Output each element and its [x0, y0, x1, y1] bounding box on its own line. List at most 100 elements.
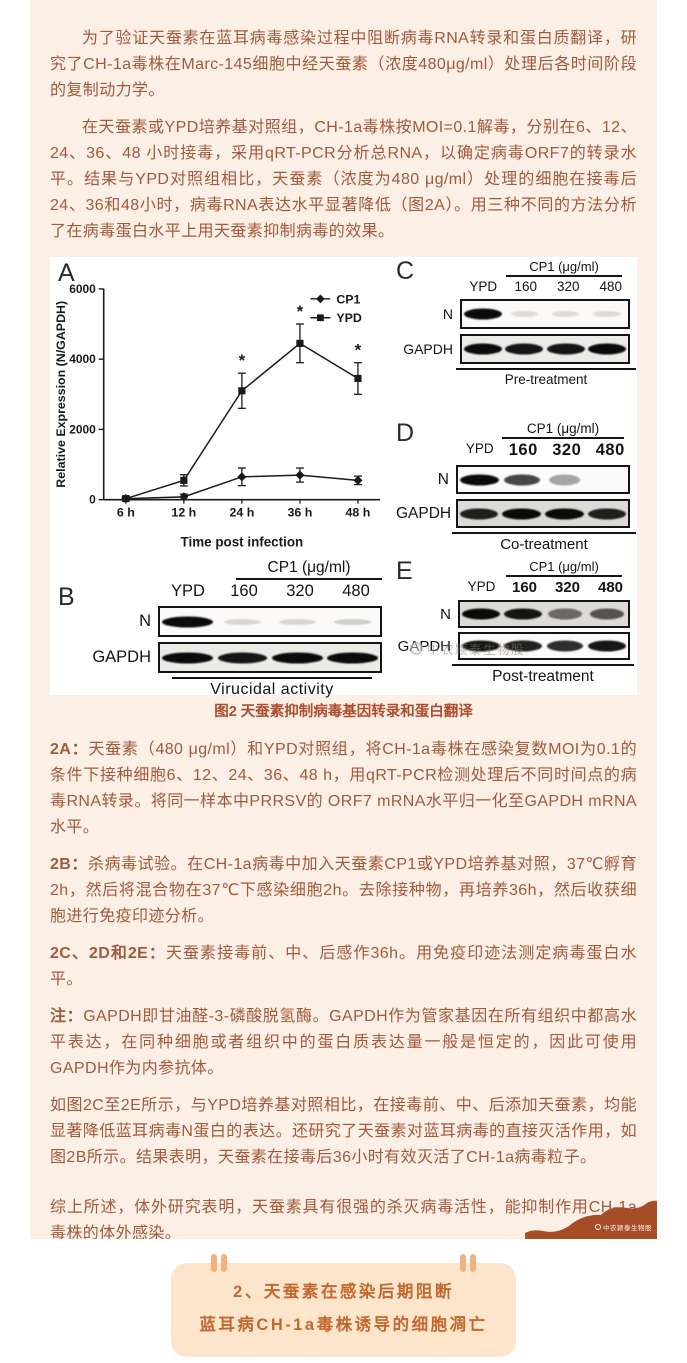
panel-d-n-row: N: [396, 465, 634, 494]
panel-a-chart-svg: 0 2000 4000 6000 6 h 12 h 24 h 36 h 48 h Time pos…: [54, 282, 381, 549]
wave-logo: 中农颖泰生物股: [595, 1222, 652, 1232]
gapdh-blot-strip: [158, 642, 382, 673]
panel-d-cp1-header: CP1 (μg/ml): [502, 421, 624, 439]
paragraph-intro-2: 在天蚕素或YPD培养基对照组，CH-1a毒株按MOI=0.1解毒，分别在6、12…: [50, 119, 637, 240]
blot-band: [327, 652, 378, 663]
panel-e: E CP1 (μg/ml) YPD 160 320 480 N GAPDH: [396, 557, 634, 686]
n-blot-strip: [158, 606, 382, 637]
blot-band: [502, 508, 542, 519]
wave-logo-icon: [595, 1224, 601, 1230]
panel-e-header-row: CP1 (μg/ml): [506, 559, 634, 577]
blot-band: [503, 474, 540, 485]
panel-c: C CP1 (μg/ml) YPD 160 320 480 N GAPDH: [396, 257, 636, 387]
gapdh-blot-strip: [460, 334, 630, 364]
panel-e-cp1-header: CP1 (μg/ml): [506, 559, 622, 577]
panel-b-header-row: CP1 (μg/ml): [236, 559, 392, 580]
svg-text:12 h: 12 h: [171, 506, 196, 520]
blot-band: [461, 608, 501, 620]
wave-logo-text: 中农颖泰生物股: [603, 1225, 652, 1232]
panel-e-n-row: N: [396, 600, 634, 628]
svg-text:6 h: 6 h: [117, 506, 135, 520]
svg-text:36 h: 36 h: [288, 506, 313, 520]
blot-band: [587, 508, 626, 519]
figure-caption: 图2 天蚕素抑制病毒基因转录和蛋白翻译: [214, 704, 473, 720]
panel-b: B CP1 (μg/ml) YPD 160 320 480 N GAPDH: [58, 559, 392, 699]
blot-band: [548, 608, 582, 620]
panel-d-gapdh-row: GAPDH: [396, 499, 634, 528]
row-label-gapdh: GAPDH: [396, 504, 452, 522]
panel-a-label: A: [58, 259, 75, 287]
note-gapdh-lead: 注：: [50, 1008, 84, 1025]
paragraph-intro-1: 为了验证天蚕素在蓝耳病毒感染过程中阻断病毒RNA转录和蛋白质翻译，研究了CH-1…: [50, 30, 637, 99]
panel-b-lane-labels: YPD 160 320 480: [160, 582, 384, 601]
lane-label-ypd: YPD: [467, 579, 496, 594]
panel-b-caption-row: Virucidal activity: [172, 677, 372, 699]
row-label-gapdh: GAPDH: [397, 637, 451, 655]
panel-c-label: C: [396, 257, 415, 285]
panel-a: A 0 2000 4000 6000 6 h 12 h 24 h 36 h 48 h Time p…: [52, 259, 394, 553]
blot-band: [333, 618, 372, 625]
note-2b-lead: 2B：: [50, 856, 88, 873]
panel-c-lane-labels: YPD 160 320 480: [462, 279, 632, 294]
svg-text:*: *: [297, 302, 304, 321]
blot-band: [460, 508, 499, 519]
blot-band: [548, 474, 580, 485]
lane-label-160: 160: [508, 441, 538, 459]
paragraph-conclusion: 综上所述，体外研究表明，天蚕素具有很强的杀灭病毒活性，能抑制作用CH-1a毒株的…: [50, 1199, 637, 1239]
panel-c-caption: Pre-treatment: [456, 368, 636, 387]
panel-e-caption-row: Post-treatment: [452, 664, 634, 686]
banner-title-line2: 蓝耳病CH-1a毒株诱导的细胞凋亡: [199, 1316, 488, 1334]
panel-d-lane-labels: YPD 160 320 480: [458, 441, 632, 460]
blot-band: [546, 640, 584, 652]
svg-text:*: *: [355, 341, 362, 360]
row-label-n: N: [440, 605, 451, 623]
svg-text:4000: 4000: [69, 352, 96, 366]
note-2cde: 2C、2D和2E：天蚕素接毒前、中、后感作36h。用免疫印迹法测定病毒蛋白水平。: [50, 941, 637, 993]
paragraph-results: 如图2C至2E所示，与YPD培养基对照相比，在接毒前、中、后添加天蚕素，均能显著…: [50, 1097, 637, 1166]
lane-label-ypd: YPD: [465, 441, 494, 456]
svg-text:6000: 6000: [69, 282, 96, 296]
section-2-banner-wrap: 2、天蚕素在感染后期阻断 蓝耳病CH-1a毒株诱导的细胞凋亡: [0, 1254, 687, 1357]
quote-mark-left-icon: [211, 1254, 228, 1272]
panel-d: D CP1 (μg/ml) YPD 160 320 480 N GAPDH: [396, 419, 636, 553]
panel-b-caption: Virucidal activity: [172, 677, 372, 699]
panel-c-header-row: CP1 (μg/ml): [506, 259, 634, 277]
note-2cde-lead: 2C、2D和2E：: [50, 945, 166, 962]
blot-band: [587, 640, 627, 652]
n-blot-strip: [456, 465, 630, 494]
blot-band: [463, 308, 502, 320]
lane-label-160: 160: [511, 579, 538, 596]
lane-label-320: 320: [286, 582, 314, 600]
note-gapdh: 注：GAPDH即甘油醛-3-磷酸脱氢酶。GAPDH作为管家基因在所有组织中都高水…: [50, 1004, 637, 1082]
n-blot-strip: [460, 299, 630, 329]
note-2a-lead: 2A：: [50, 741, 89, 758]
expression-line-chart: 0 2000 4000 6000 6 h 12 h 24 h 36 h 48 h Time pos…: [54, 275, 394, 556]
blot-band: [278, 618, 317, 625]
row-label-n: N: [437, 470, 449, 488]
blot-band: [503, 608, 543, 620]
wave-shape: [525, 1200, 657, 1239]
lane-label-480: 480: [342, 582, 370, 600]
svg-text:Time post infection: Time post infection: [181, 534, 304, 549]
panel-e-gapdh-row: GAPDH: [396, 632, 634, 660]
n-blot-strip: [458, 600, 630, 628]
lane-label-320: 320: [552, 441, 582, 459]
corner-wave-decoration: 中农颖泰生物股: [525, 1199, 657, 1239]
lane-label-ypd: YPD: [469, 279, 498, 294]
gapdh-blot-strip: [458, 632, 630, 660]
blot-band: [459, 474, 499, 485]
note-2cde-text: 天蚕素接毒前、中、后感作36h。用免疫印迹法测定病毒蛋白水平。: [50, 945, 638, 988]
blot-band: [510, 311, 538, 317]
panel-d-label: D: [396, 419, 415, 447]
svg-text:*: *: [239, 351, 246, 370]
note-2b-text: 杀病毒试验。在CH-1a病毒中加入天蚕素CP1或YPD培养基对照，37℃孵育2h…: [50, 856, 637, 925]
quote-mark-right-icon: [459, 1254, 476, 1272]
lane-label-320: 320: [554, 579, 581, 596]
panel-c-n-row: N: [396, 299, 634, 329]
lane-label-320: 320: [556, 279, 580, 294]
note-gapdh-text: GAPDH即甘油醛-3-磷酸脱氢酶。GAPDH作为管家基因在所有组织中都高水平表…: [50, 1008, 637, 1077]
blot-band: [504, 640, 542, 652]
lane-label-160: 160: [514, 279, 538, 294]
gapdh-blot-strip: [456, 499, 630, 528]
blot-band: [546, 343, 585, 355]
